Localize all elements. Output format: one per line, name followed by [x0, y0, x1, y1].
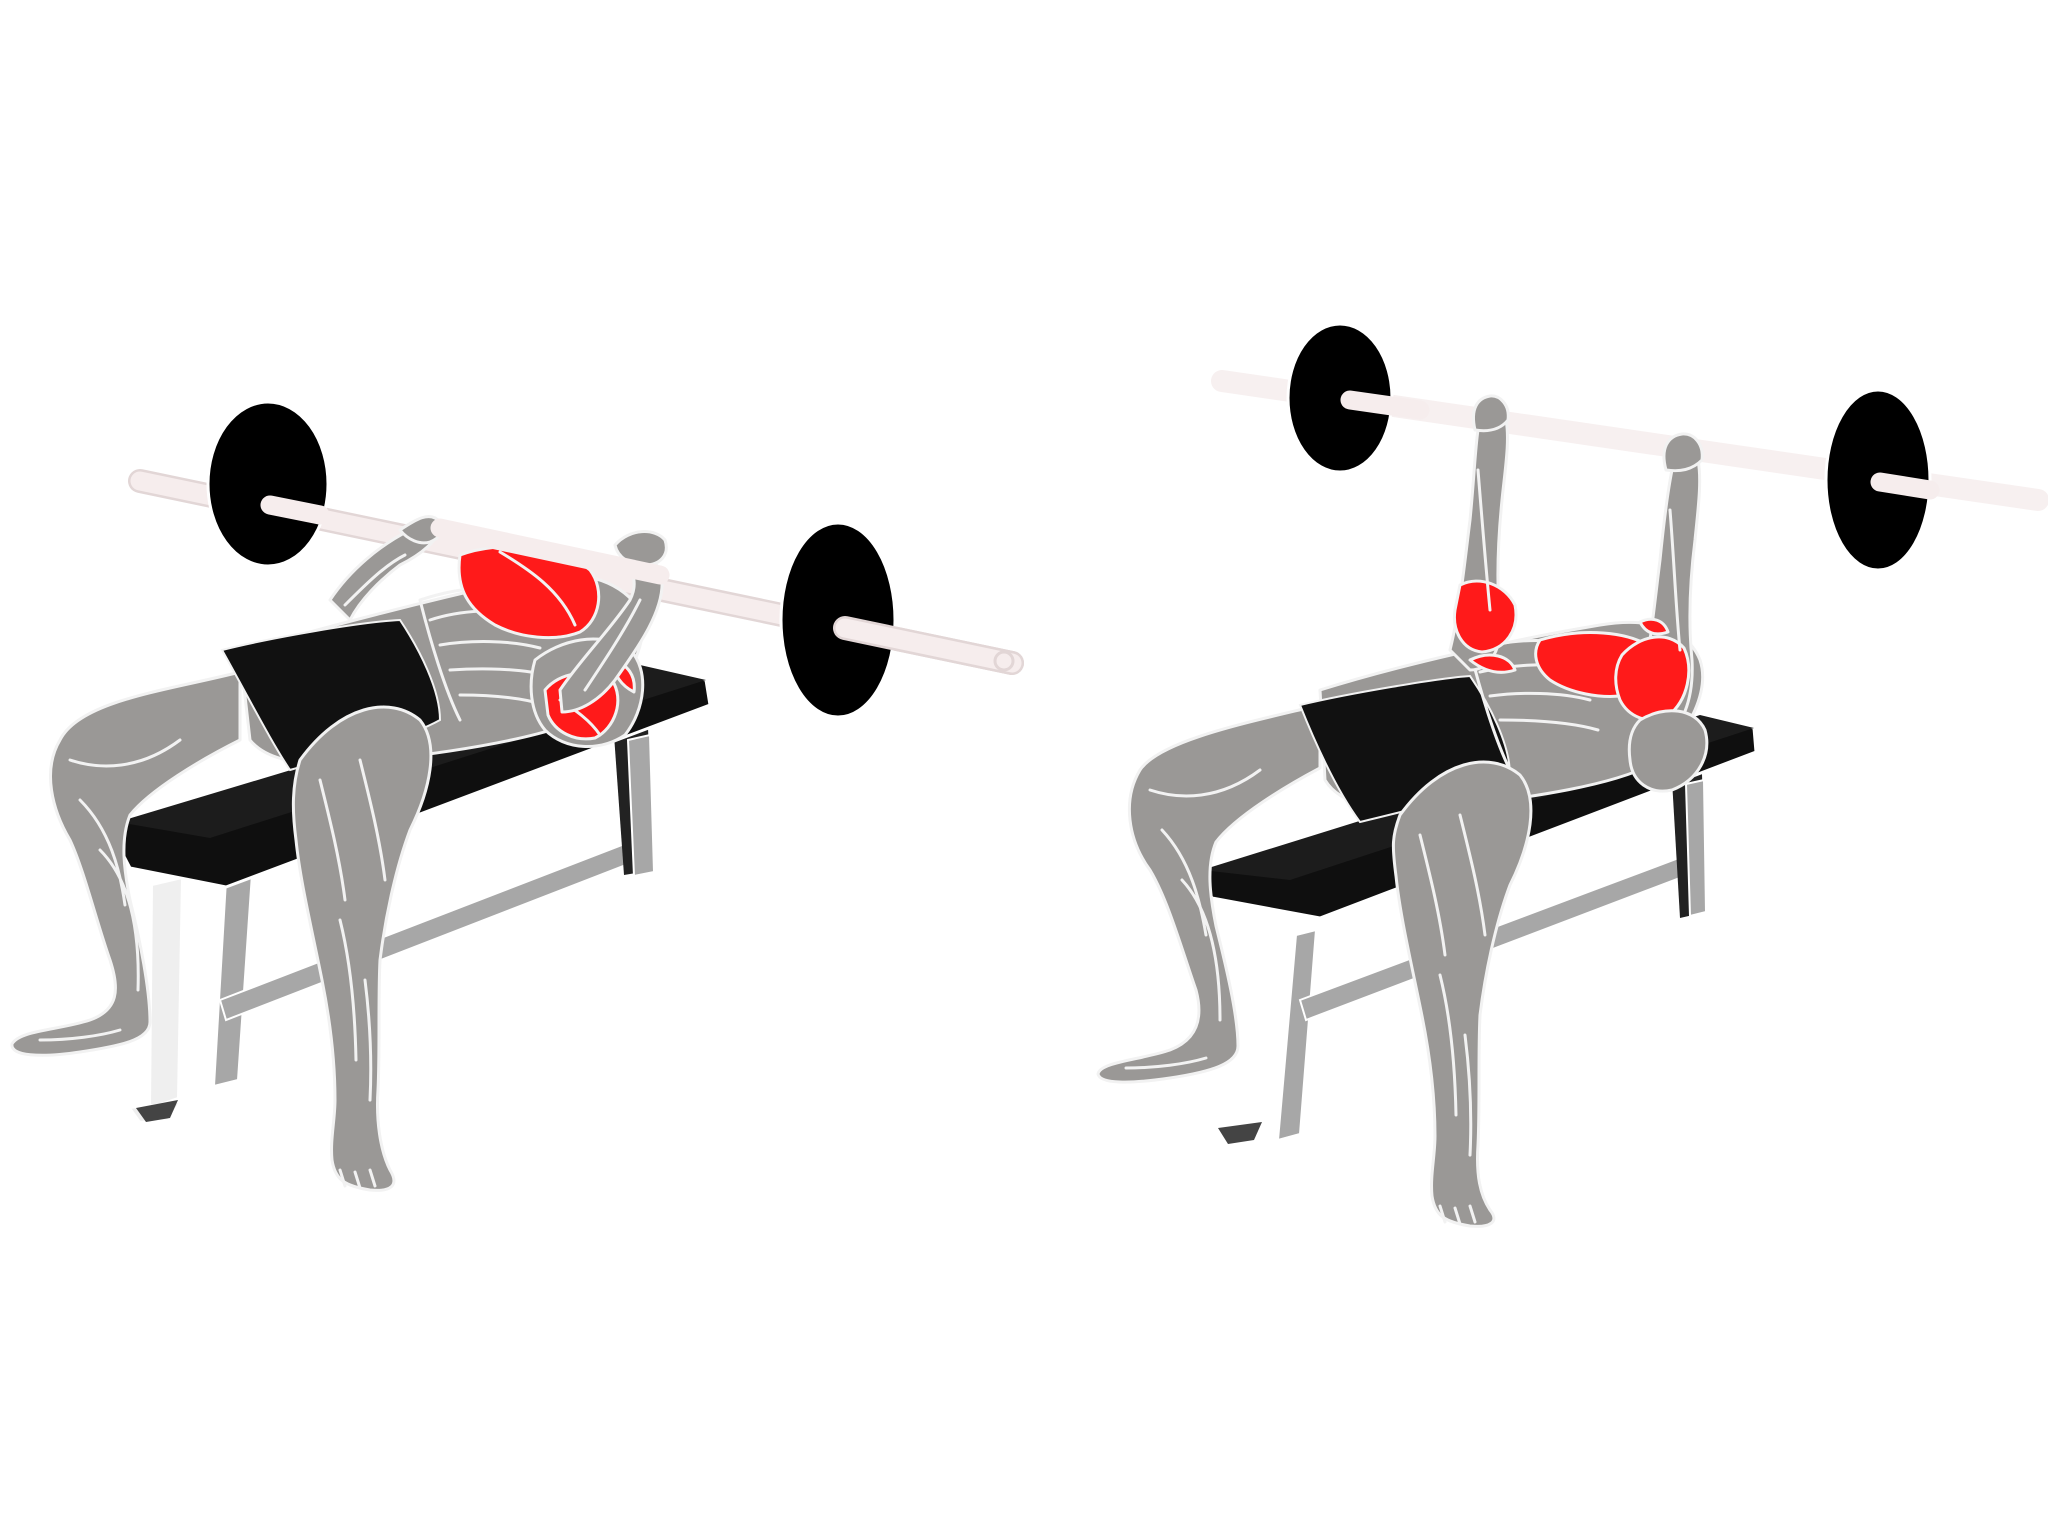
rear-shoulder-highlight [1452, 579, 1518, 654]
barbell-raised [1211, 322, 2048, 572]
barbell-front [430, 518, 1024, 719]
front-shoulder-highlight [1614, 635, 1691, 722]
panel-pressed-position [1096, 322, 2048, 1228]
figure-pressed [1096, 394, 1709, 1228]
panel-lowered-position [10, 400, 1024, 1192]
weight-plate-icon [206, 400, 330, 568]
figure-lowered [10, 515, 668, 1192]
